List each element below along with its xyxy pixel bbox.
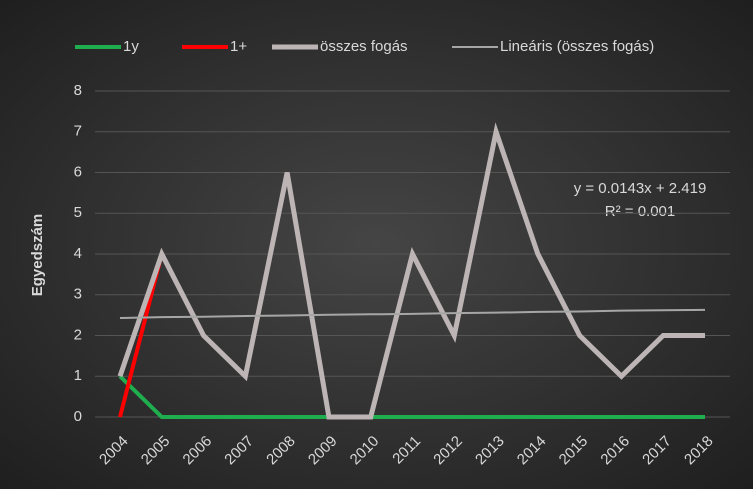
- series-line: [117, 122, 705, 420]
- series-line: [119, 308, 706, 319]
- y-tick-label: 1: [74, 367, 82, 384]
- trend-equation: y = 0.0143x + 2.419: [574, 180, 707, 197]
- y-tick-label: 8: [74, 82, 82, 99]
- y-tick-label: 3: [74, 286, 82, 303]
- series-line: [118, 374, 705, 419]
- trend-r2: R² = 0.001: [605, 203, 675, 220]
- legend-label: 1y: [123, 38, 139, 55]
- legend-label: Lineáris (összes fogás): [500, 38, 654, 55]
- y-tick-label: 6: [74, 163, 82, 180]
- legend-label: összes fogás: [320, 38, 408, 55]
- y-tick-label: 5: [74, 204, 82, 221]
- y-axis-label: Egyedszám: [29, 214, 46, 297]
- y-tick-label: 0: [74, 408, 82, 425]
- legend-label: 1+: [230, 38, 247, 55]
- y-tick-label: 4: [74, 245, 82, 262]
- y-tick-label: 2: [74, 326, 82, 343]
- y-tick-label: 7: [74, 123, 82, 140]
